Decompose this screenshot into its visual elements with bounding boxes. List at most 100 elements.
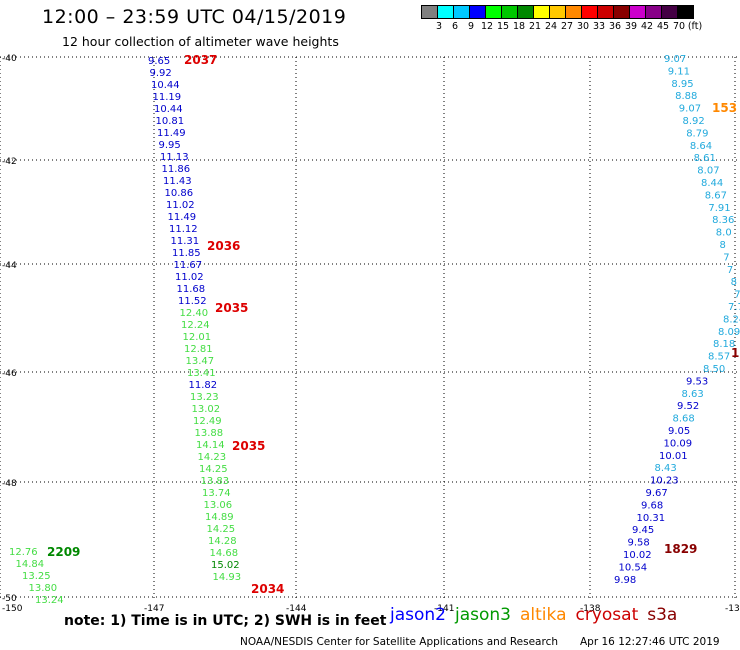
swh-value: 11.19 xyxy=(153,92,182,103)
scale-label: 42 xyxy=(640,21,654,32)
swh-value: 7.97 xyxy=(734,290,740,301)
swh-value: 11.68 xyxy=(177,284,206,295)
swh-value: 13.25 xyxy=(22,571,51,582)
swh-value: 8.07 xyxy=(697,166,719,177)
swh-value: 13.02 xyxy=(192,404,221,415)
swh-value: 14.25 xyxy=(199,464,228,475)
pass-time-label: 2035 xyxy=(232,439,265,453)
swh-value: 13.83 xyxy=(201,476,230,487)
scale-label: 33 xyxy=(592,21,606,32)
swh-value: 11.52 xyxy=(178,296,207,307)
latitude-tick-label: -48 xyxy=(2,479,17,489)
swh-value: 8.44 xyxy=(701,178,723,189)
swh-value: 9.68 xyxy=(641,500,663,511)
swh-value: 10.31 xyxy=(637,513,666,524)
page-subtitle: 12 hour collection of altimeter wave hei… xyxy=(62,34,339,49)
scale-label: (ft) xyxy=(687,21,703,32)
swh-value: 8 xyxy=(720,240,726,251)
swh-value: 11.49 xyxy=(168,212,197,223)
swh-value: 7 xyxy=(727,265,733,276)
page-title: 12:00 – 23:59 UTC 04/15/2019 xyxy=(42,6,347,28)
footer-note: note: 1) Time is in UTC; 2) SWH is in fe… xyxy=(64,613,387,629)
pass-time-label: 1829 xyxy=(664,542,697,556)
legend-altika: altika xyxy=(520,605,567,625)
swh-value: 14.14 xyxy=(196,440,225,451)
swh-value: 9.45 xyxy=(632,525,654,536)
scale-label: 9 xyxy=(467,21,475,32)
swh-value: 8.57 xyxy=(708,352,730,363)
swh-value: 11.49 xyxy=(157,128,186,139)
scale-label: 30 xyxy=(576,21,590,32)
swh-value: 10.23 xyxy=(650,476,679,487)
swh-value: 9.52 xyxy=(677,401,699,412)
swh-value: 14.68 xyxy=(210,548,239,559)
swh-value: 13.23 xyxy=(190,392,219,403)
swh-value: 9.65 xyxy=(148,56,170,67)
credit-timestamp: Apr 16 12:27:46 UTC 2019 xyxy=(580,636,720,648)
scale-label: 45 xyxy=(656,21,670,32)
scale-label: 15 xyxy=(496,21,510,32)
swh-value: 11.67 xyxy=(174,260,203,271)
scale-label: 12 xyxy=(480,21,494,32)
scale-label: 18 xyxy=(512,21,526,32)
swh-value: 7 xyxy=(723,252,729,263)
swh-value: 8.36 xyxy=(712,215,734,226)
swh-value: 14.28 xyxy=(208,536,237,547)
latitude-tick-label: -50 xyxy=(2,594,17,604)
swh-value: 7.72 xyxy=(728,302,740,313)
latitude-tick-label: -46 xyxy=(2,369,17,379)
scale-swatch xyxy=(677,5,694,19)
swh-value: 8.68 xyxy=(673,414,695,425)
swh-value: 8.61 xyxy=(694,153,716,164)
pass-time-label: 2036 xyxy=(207,239,240,253)
swh-value: 9.11 xyxy=(668,66,690,77)
legend-jason2: jason2 xyxy=(390,605,446,625)
pass-time-label: 2037 xyxy=(184,53,217,67)
swh-value: 11.43 xyxy=(163,176,192,187)
latitude-tick-label: -40 xyxy=(2,54,17,64)
swh-value: 8.09 xyxy=(718,327,740,338)
swh-value: 10.86 xyxy=(165,188,194,199)
scale-label: 3 xyxy=(435,21,443,32)
swh-value: 9.07 xyxy=(664,54,686,65)
swh-value: 8.24 xyxy=(723,314,740,325)
swh-value: 10.09 xyxy=(664,438,693,449)
legend-cryosat: cryosat xyxy=(575,605,639,625)
legend-s3a: s3a xyxy=(647,605,678,625)
swh-value: 10.01 xyxy=(659,451,688,462)
swh-value: 12.40 xyxy=(180,308,209,319)
latitude-tick-label: -42 xyxy=(2,157,17,167)
swh-value: 11.13 xyxy=(160,152,189,163)
swh-value: 10.02 xyxy=(623,550,652,561)
swh-value: 11.02 xyxy=(166,200,195,211)
swh-value: 9.58 xyxy=(628,538,650,549)
swh-value: 8.67 xyxy=(705,190,727,201)
swh-value: 13.24 xyxy=(35,595,64,606)
swh-value: 8.18 xyxy=(713,339,735,350)
swh-value: 10.44 xyxy=(154,104,183,115)
longitude-tick-label: -138 xyxy=(580,604,601,614)
swh-value: 9.67 xyxy=(646,488,668,499)
swh-value: 9.95 xyxy=(159,140,181,151)
swh-value: 13.06 xyxy=(204,500,233,511)
scale-label: 27 xyxy=(560,21,574,32)
longitude-tick-label: -141 xyxy=(434,604,454,614)
swh-value: 12.81 xyxy=(184,344,213,355)
swh-value: 8.92 xyxy=(683,116,705,127)
swh-value: 8.43 xyxy=(655,463,677,474)
pass-time-label: 1 xyxy=(731,346,739,360)
swh-value: 15.02 xyxy=(211,560,240,571)
longitude-tick-label: -135 xyxy=(725,604,740,614)
swh-value: 11.85 xyxy=(172,248,201,259)
swh-value: 8.88 xyxy=(675,91,697,102)
swh-value: 14.89 xyxy=(205,512,234,523)
swh-value: 13.74 xyxy=(202,488,231,499)
satellite-legend: jason2 jason3 altika cryosat s3a xyxy=(390,605,686,625)
swh-value: 9.98 xyxy=(614,575,636,586)
swh-value: 8.63 xyxy=(682,389,704,400)
swh-value: 12.24 xyxy=(181,320,210,331)
pass-time-label: 2034 xyxy=(251,582,284,596)
swh-value: 13.41 xyxy=(187,368,216,379)
